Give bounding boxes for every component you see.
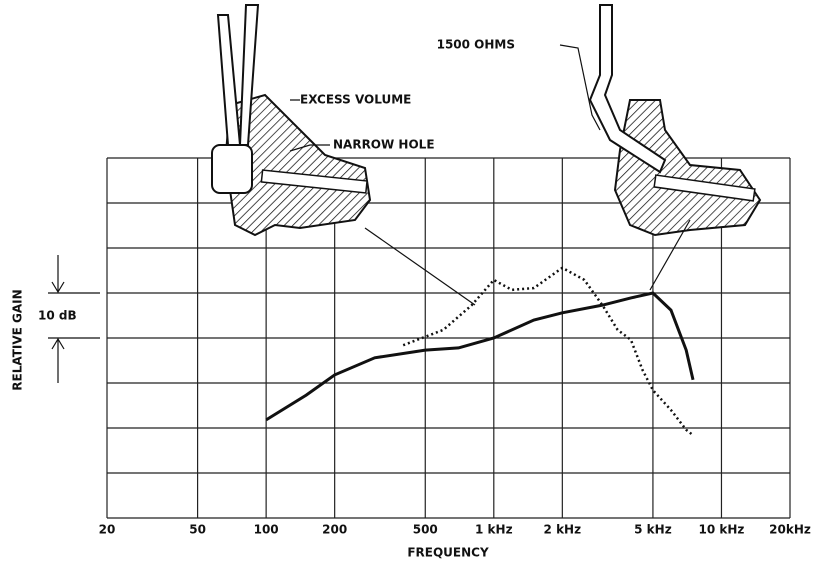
- x-tick-label: 500: [413, 523, 438, 537]
- data-line: [402, 266, 694, 437]
- x-tick-label: 10 kHz: [699, 523, 745, 537]
- x-tick-label: 50: [189, 523, 206, 537]
- scale-bracket: [48, 255, 100, 383]
- x-tick-label: 1 kHz: [475, 523, 513, 537]
- x-tick-label: 20: [99, 523, 116, 537]
- x-axis-label: FREQUENCY: [407, 546, 489, 560]
- x-tick-label: 5 kHz: [634, 523, 672, 537]
- x-tick-label: 200: [322, 523, 347, 537]
- x-tick-label: 2 kHz: [544, 523, 582, 537]
- x-tick-label: 100: [254, 523, 279, 537]
- annotation: 1500 OHMS: [437, 38, 515, 52]
- y-axis-label: RELATIVE GAIN: [11, 289, 25, 390]
- x-tick-label: 20kHz: [769, 523, 811, 537]
- annotation: 10 dB: [38, 309, 77, 323]
- annotation: NARROW HOLE: [333, 138, 435, 152]
- illustration-left: [211, 4, 476, 306]
- data-line: [265, 291, 695, 422]
- illustration-right: [559, 4, 762, 291]
- annotation: EXCESS VOLUME: [300, 93, 411, 107]
